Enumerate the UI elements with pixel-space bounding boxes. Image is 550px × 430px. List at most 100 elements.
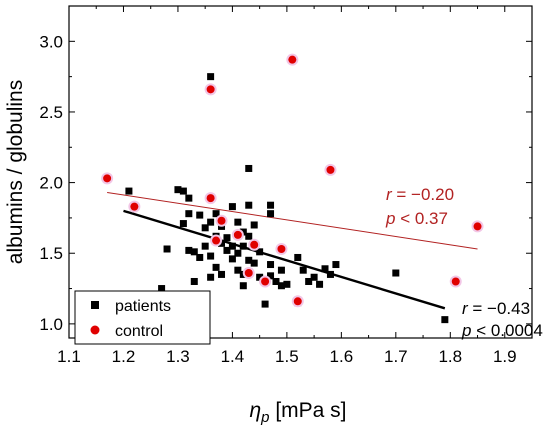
legend-marker-patients — [91, 301, 99, 309]
patients-point — [321, 265, 329, 273]
y-tick-label: 1.5 — [39, 244, 63, 263]
patients-point — [190, 277, 198, 285]
patients-point — [245, 256, 253, 264]
annotation-patients-r: r = −0.43 — [462, 299, 530, 318]
x-tick-label: 1.2 — [112, 347, 136, 366]
legend-box — [74, 290, 211, 345]
legend-label-control: control — [115, 323, 163, 340]
x-tick-label: 1.9 — [493, 347, 517, 366]
plot-frame — [68, 5, 533, 339]
annotation-control-p: p < 0.37 — [385, 209, 448, 228]
patients-point — [245, 164, 253, 172]
patients-point — [228, 242, 236, 250]
patients-point — [207, 218, 215, 226]
control-point — [212, 236, 221, 245]
patients-point — [267, 201, 275, 209]
patients-point — [277, 266, 285, 274]
patients-point — [299, 266, 307, 274]
control-point — [206, 85, 215, 94]
patients-point — [228, 255, 236, 263]
patients-point — [196, 211, 204, 219]
patients-point — [218, 239, 226, 247]
control-point — [326, 165, 335, 174]
patients-point — [223, 234, 231, 242]
patients-point — [245, 232, 253, 240]
legend: patients control — [74, 290, 211, 345]
patients-point — [174, 186, 182, 194]
x-tick-label: 1.4 — [221, 347, 245, 366]
x-tick-label: 1.5 — [275, 347, 299, 366]
legend-marker-control — [90, 325, 100, 335]
patients-point — [201, 224, 209, 232]
patients-point — [179, 220, 187, 228]
plot-area — [101, 53, 484, 324]
patients-point — [392, 269, 400, 277]
patients-point — [158, 285, 166, 293]
patients-point — [245, 201, 253, 209]
patients-point — [179, 187, 187, 195]
patients-point — [305, 277, 313, 285]
control-point — [217, 216, 226, 225]
patients-point — [201, 242, 209, 250]
patients-point — [316, 280, 324, 288]
patients-point — [294, 253, 302, 261]
patients-point — [207, 273, 215, 281]
patients-point — [272, 277, 280, 285]
patients-point — [185, 246, 193, 254]
control-point — [451, 277, 460, 286]
patients-point — [212, 263, 220, 271]
patients-point — [332, 261, 340, 269]
control-point — [130, 202, 139, 211]
patients-point — [185, 210, 193, 218]
patients-point — [234, 218, 242, 226]
patients-point — [261, 300, 269, 308]
patients-point — [441, 316, 449, 324]
x-tick-label: 1.1 — [57, 347, 81, 366]
patients-point — [234, 249, 242, 257]
control-point — [233, 230, 242, 239]
control-point — [103, 174, 112, 183]
patients-point — [250, 259, 258, 267]
control-point — [473, 222, 482, 231]
control-point — [250, 240, 259, 249]
patients-point — [196, 253, 204, 261]
legend-label-patients: patients — [115, 298, 171, 315]
control-point — [288, 55, 297, 64]
patients-point — [256, 248, 264, 256]
control-point — [206, 194, 215, 203]
x-tick-label: 1.8 — [438, 347, 462, 366]
fit-line-control — [107, 191, 478, 250]
axes: 1.1 1.2 1.3 1.4 1.5 1.6 1.7 1.8 1.9 1.0 1.5 2.0 2.5 3… — [39, 5, 533, 366]
patients-point — [283, 280, 291, 288]
annotation-patients-p: p < 0.0004 — [461, 321, 543, 340]
y-tick-label: 3.0 — [39, 32, 63, 51]
patients-point — [125, 187, 133, 195]
y-axis-title: albumins / globulins — [4, 80, 27, 264]
control-point — [277, 244, 286, 253]
annotation-control-r: r = −0.20 — [386, 185, 454, 204]
patients-point — [207, 252, 215, 260]
control-point — [261, 277, 270, 286]
control-point — [244, 269, 253, 278]
patients-point — [277, 282, 285, 290]
x-tick-label: 1.3 — [166, 347, 190, 366]
patients-point — [256, 273, 264, 281]
patients-point — [239, 228, 247, 236]
patients-point — [207, 73, 215, 81]
patients-point — [267, 261, 275, 269]
patients-point — [326, 270, 334, 278]
patients-point — [267, 210, 275, 218]
fit-line-patients — [123, 209, 446, 310]
patients-point — [239, 282, 247, 290]
axis-labels: r = −0.20 p < 0.37 r = −0.43 p < 0.0004 ηp [… — [4, 80, 543, 426]
control-point — [293, 297, 302, 306]
x-axis-title: ηp [mPa s] — [249, 399, 346, 426]
patients-point — [267, 272, 275, 280]
patients-point — [234, 266, 242, 274]
patients-point — [212, 210, 220, 218]
patients-point — [228, 203, 236, 211]
patients-point — [218, 270, 226, 278]
patients-point — [185, 194, 193, 202]
patients-point — [190, 248, 198, 256]
